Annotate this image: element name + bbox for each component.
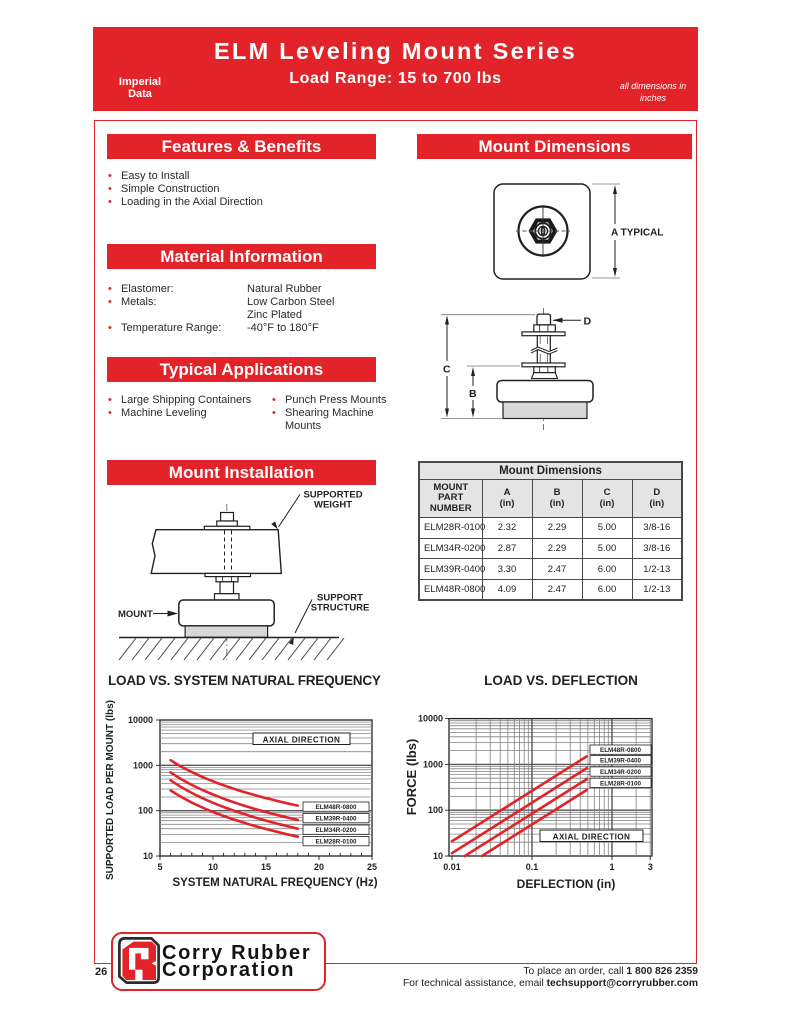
svg-text:ELM34R-0200: ELM34R-0200 bbox=[600, 769, 641, 776]
svg-text:25: 25 bbox=[367, 862, 377, 872]
svg-text:10: 10 bbox=[433, 851, 443, 861]
svg-text:B: B bbox=[469, 388, 477, 400]
svg-text:D: D bbox=[584, 315, 592, 327]
svg-text:100: 100 bbox=[138, 806, 153, 816]
svg-text:ELM28R-0100: ELM28R-0100 bbox=[600, 780, 641, 787]
svg-text:0.01: 0.01 bbox=[443, 862, 461, 872]
svg-text:AXIAL DIRECTION: AXIAL DIRECTION bbox=[553, 832, 631, 841]
svg-text:ELM39R-0400: ELM39R-0400 bbox=[316, 816, 357, 823]
svg-text:WEIGHT: WEIGHT bbox=[314, 500, 352, 511]
svg-text:SUPPORTED: SUPPORTED bbox=[303, 490, 362, 501]
svg-text:ELM28R-0100: ELM28R-0100 bbox=[316, 839, 357, 846]
svg-text:1000: 1000 bbox=[133, 760, 153, 770]
svg-text:STRUCTURE: STRUCTURE bbox=[311, 603, 370, 614]
svg-text:1: 1 bbox=[609, 862, 614, 872]
svg-text:AXIAL DIRECTION: AXIAL DIRECTION bbox=[263, 735, 341, 744]
svg-text:100: 100 bbox=[428, 805, 443, 815]
svg-text:10: 10 bbox=[143, 851, 153, 861]
svg-text:5: 5 bbox=[157, 862, 162, 872]
svg-text:10000: 10000 bbox=[128, 715, 153, 725]
svg-text:ELM34R-0200: ELM34R-0200 bbox=[316, 827, 357, 834]
svg-text:ELM48R-0800: ELM48R-0800 bbox=[600, 747, 641, 754]
svg-text:20: 20 bbox=[314, 862, 324, 872]
svg-text:3: 3 bbox=[648, 862, 653, 872]
svg-text:0.1: 0.1 bbox=[526, 862, 539, 872]
svg-text:A TYPICAL: A TYPICAL bbox=[611, 228, 663, 239]
svg-text:ELM48R-0800: ELM48R-0800 bbox=[316, 804, 357, 811]
svg-text:C: C bbox=[443, 364, 451, 376]
svg-text:MOUNT: MOUNT bbox=[118, 609, 153, 620]
svg-text:15: 15 bbox=[261, 862, 271, 872]
svg-text:10: 10 bbox=[208, 862, 218, 872]
svg-text:ELM39R-0400: ELM39R-0400 bbox=[600, 758, 641, 765]
svg-text:SUPPORT: SUPPORT bbox=[317, 593, 363, 604]
svg-text:1000: 1000 bbox=[423, 759, 443, 769]
svg-text:10000: 10000 bbox=[418, 714, 443, 724]
